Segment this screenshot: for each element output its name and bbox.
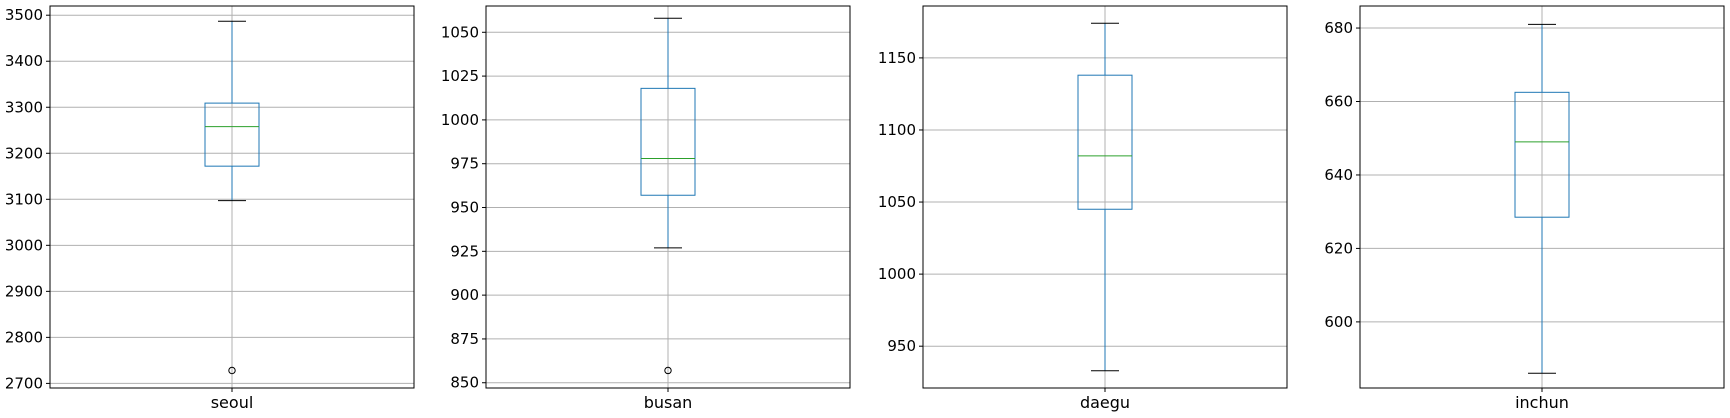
y-tick-label: 620 xyxy=(1324,239,1353,257)
y-tick-label: 1000 xyxy=(441,111,479,129)
y-tick-label: 2800 xyxy=(5,328,43,346)
boxplot-panel-busan: 850 875 900 925 950 975 1000 1025 1050 busan xyxy=(441,5,851,412)
y-tick-label: 3100 xyxy=(5,190,43,208)
y-tick-label: 1000 xyxy=(878,265,916,283)
boxplot-panel-daegu: 950 1000 1050 1100 1150 daegu xyxy=(878,5,1288,412)
y-tick-label: 660 xyxy=(1324,93,1353,111)
boxplot-panel-inchun: 600 620 640 660 680 inchun xyxy=(1324,5,1725,412)
y-tick-label: 875 xyxy=(450,330,479,348)
boxplot-panel-seoul: 2700 2800 2900 3000 3100 3200 3300 3400 3500 seou… xyxy=(5,5,415,412)
iqr-box xyxy=(1514,91,1570,218)
category-label: busan xyxy=(644,393,693,412)
y-tick-label: 975 xyxy=(450,155,479,173)
outlier-point xyxy=(228,366,236,375)
y-tick-label: 1025 xyxy=(441,67,479,85)
y-tick-label: 3300 xyxy=(5,98,43,116)
y-tick-label: 1050 xyxy=(441,23,479,41)
y-tick-label: 950 xyxy=(887,337,916,355)
outlier-point xyxy=(664,366,672,375)
y-tick-label: 850 xyxy=(450,374,479,392)
y-tick-label: 600 xyxy=(1324,313,1353,331)
category-label: daegu xyxy=(1080,393,1130,412)
y-tick-label: 900 xyxy=(450,286,479,304)
y-tick-label: 3000 xyxy=(5,236,43,254)
y-tick-label: 950 xyxy=(450,199,479,217)
y-tick-label: 2700 xyxy=(5,374,43,392)
y-tick-label: 1050 xyxy=(878,193,916,211)
category-label: seoul xyxy=(211,393,254,412)
y-tick-label: 680 xyxy=(1324,19,1353,37)
iqr-box xyxy=(204,102,260,167)
y-tick-label: 3500 xyxy=(5,6,43,24)
y-tick-label: 3200 xyxy=(5,144,43,162)
category-label: inchun xyxy=(1515,393,1569,412)
y-tick-label: 1100 xyxy=(878,121,916,139)
y-tick-label: 925 xyxy=(450,242,479,260)
y-tick-label: 640 xyxy=(1324,166,1353,184)
y-tick-label: 2900 xyxy=(5,282,43,300)
y-tick-label: 3400 xyxy=(5,52,43,70)
y-tick-label: 1150 xyxy=(878,49,916,67)
iqr-box xyxy=(1077,74,1133,210)
iqr-box xyxy=(640,87,696,196)
